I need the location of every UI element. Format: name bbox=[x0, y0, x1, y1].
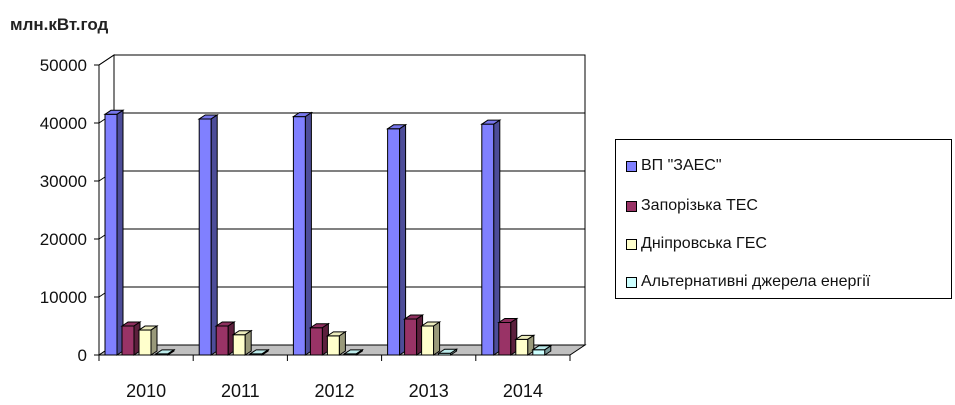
x-tick-label: 2014 bbox=[503, 381, 543, 401]
legend-item-ges: Дніпровська ГЕС bbox=[626, 233, 767, 255]
y-tick-label: 50000 bbox=[40, 56, 87, 75]
bar-front bbox=[532, 349, 546, 356]
bar-front bbox=[104, 113, 118, 356]
bar-side bbox=[493, 119, 501, 356]
bar-front bbox=[232, 334, 246, 356]
bar-side bbox=[544, 344, 552, 356]
bar bbox=[419, 321, 442, 356]
bar bbox=[154, 348, 176, 356]
bar bbox=[480, 119, 502, 356]
bar bbox=[497, 317, 519, 356]
bar bbox=[385, 123, 408, 356]
bar-front bbox=[326, 335, 340, 356]
bar-side bbox=[244, 329, 252, 356]
legend-swatch-zaes bbox=[626, 160, 637, 172]
bar bbox=[248, 348, 270, 356]
bar bbox=[325, 330, 348, 356]
y-tick-label: 30000 bbox=[40, 172, 87, 191]
bar bbox=[342, 348, 365, 356]
bar-front bbox=[198, 118, 212, 356]
x-tick-label: 2011 bbox=[221, 381, 260, 401]
legend-label-tes: Запорізька ТЕС bbox=[641, 197, 758, 214]
unit-label: млн.кВт.год bbox=[10, 15, 108, 34]
bar-side bbox=[167, 348, 175, 356]
bar bbox=[402, 314, 425, 356]
legend-swatch-alt bbox=[626, 276, 637, 288]
bar-front bbox=[498, 322, 512, 356]
bar-side bbox=[450, 348, 458, 356]
bar-side bbox=[116, 109, 124, 356]
bar bbox=[137, 325, 159, 356]
legend-label-ges: Дніпровська ГЕС bbox=[641, 235, 767, 252]
bar-side bbox=[261, 348, 269, 356]
legend-label-zaes: ВП "ЗАЕС" bbox=[641, 157, 722, 174]
bar bbox=[514, 334, 536, 356]
bar-front bbox=[309, 327, 323, 356]
legend-item-zaes: ВП "ЗАЕС" bbox=[626, 155, 722, 177]
bar bbox=[308, 322, 331, 356]
legend-item-tes: Запорізька ТЕС bbox=[626, 195, 758, 217]
bar-side bbox=[355, 348, 363, 356]
y-tick-label: 40000 bbox=[40, 114, 87, 133]
bar-side bbox=[150, 325, 158, 356]
y-tick-label: 10000 bbox=[40, 288, 87, 307]
legend-swatch-ges bbox=[626, 238, 637, 250]
x-tick-label: 2010 bbox=[126, 381, 166, 401]
bar-front bbox=[481, 123, 495, 356]
bar bbox=[214, 321, 236, 356]
legend-item-alt: Альтернативні джерела енергії bbox=[626, 271, 870, 293]
bar bbox=[291, 111, 314, 356]
bar-front bbox=[292, 116, 306, 356]
y-tick-label: 20000 bbox=[40, 230, 87, 249]
x-tick-label: 2013 bbox=[409, 381, 449, 401]
x-tick-label: 2012 bbox=[314, 381, 354, 401]
bar-side bbox=[338, 330, 346, 356]
bar-side bbox=[210, 114, 218, 356]
bar bbox=[103, 109, 125, 356]
bars bbox=[103, 109, 553, 356]
bar-front bbox=[421, 325, 435, 356]
legend: ВП "ЗАЕС" Запорізька ТЕС Дніпровська ГЕС… bbox=[615, 139, 952, 299]
bar-front bbox=[215, 325, 229, 356]
bar bbox=[531, 344, 553, 356]
bar-front bbox=[515, 338, 529, 356]
chart-walls bbox=[97, 54, 587, 356]
y-tick-label: 0 bbox=[78, 346, 87, 365]
y-axis-ticks: 0 10000 20000 30000 40000 50000 bbox=[40, 56, 100, 365]
legend-label-alt: Альтернативні джерела енергії bbox=[641, 273, 871, 290]
x-axis-labels: 2010 2011 2012 2013 2014 bbox=[98, 355, 571, 401]
bar-front bbox=[387, 128, 401, 356]
legend-swatch-tes bbox=[626, 200, 637, 212]
bar-side bbox=[304, 111, 312, 356]
bar-front bbox=[404, 318, 418, 356]
gridline bbox=[98, 54, 585, 66]
bar bbox=[197, 114, 219, 356]
bar-front bbox=[121, 325, 135, 356]
bar bbox=[120, 321, 142, 356]
bar-side bbox=[433, 321, 441, 356]
bar bbox=[436, 348, 459, 356]
back-wall bbox=[113, 54, 586, 346]
bar-front bbox=[138, 329, 152, 356]
bar bbox=[231, 329, 253, 356]
